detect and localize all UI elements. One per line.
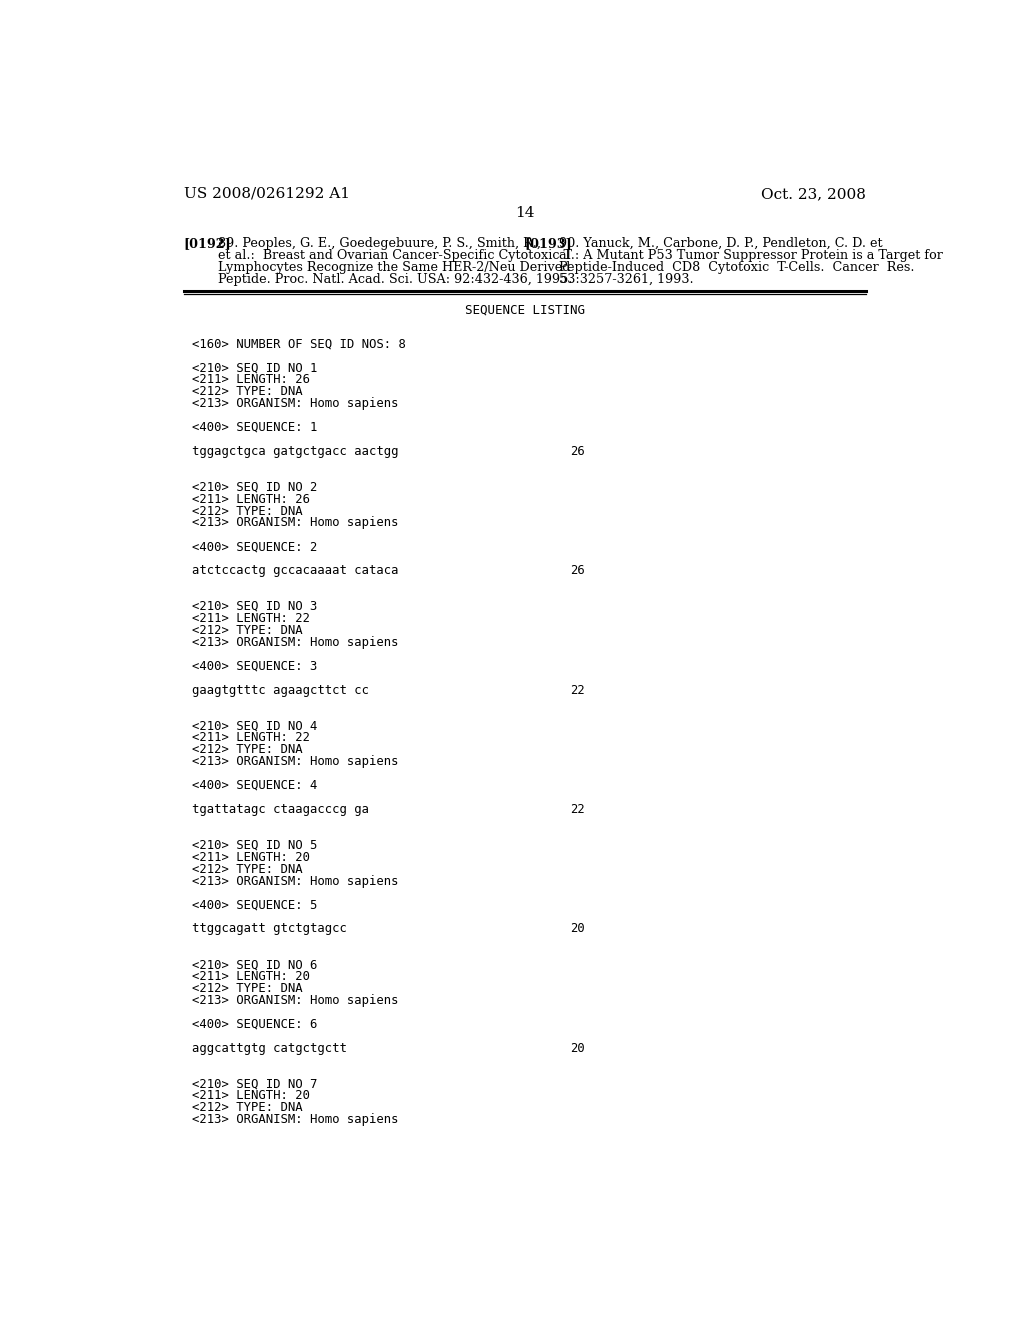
Text: 89. Peoples, G. E., Goedegebuure, P. S., Smith, R.,: 89. Peoples, G. E., Goedegebuure, P. S.,… bbox=[218, 238, 541, 249]
Text: <400> SEQUENCE: 1: <400> SEQUENCE: 1 bbox=[191, 421, 316, 434]
Text: et al.:  Breast and Ovarian Cancer-Specific Cytotoxic T: et al.: Breast and Ovarian Cancer-Specif… bbox=[218, 249, 571, 261]
Text: 20: 20 bbox=[569, 1041, 585, 1055]
Text: <210> SEQ ID NO 2: <210> SEQ ID NO 2 bbox=[191, 480, 316, 494]
Text: atctccactg gccacaaaat cataca: atctccactg gccacaaaat cataca bbox=[191, 564, 398, 577]
Text: <213> ORGANISM: Homo sapiens: <213> ORGANISM: Homo sapiens bbox=[191, 755, 398, 768]
Text: <211> LENGTH: 20: <211> LENGTH: 20 bbox=[191, 1089, 309, 1102]
Text: 90. Yanuck, M., Carbone, D. P., Pendleton, C. D. et: 90. Yanuck, M., Carbone, D. P., Pendleto… bbox=[559, 238, 883, 249]
Text: Peptide. Proc. Natl. Acad. Sci. USA: 92:432-436, 1995.: Peptide. Proc. Natl. Acad. Sci. USA: 92:… bbox=[218, 273, 572, 285]
Text: 22: 22 bbox=[569, 684, 585, 697]
Text: <213> ORGANISM: Homo sapiens: <213> ORGANISM: Homo sapiens bbox=[191, 397, 398, 411]
Text: <211> LENGTH: 22: <211> LENGTH: 22 bbox=[191, 731, 309, 744]
Text: <400> SEQUENCE: 2: <400> SEQUENCE: 2 bbox=[191, 540, 316, 553]
Text: <213> ORGANISM: Homo sapiens: <213> ORGANISM: Homo sapiens bbox=[191, 636, 398, 649]
Text: 22: 22 bbox=[569, 803, 585, 816]
Text: al.: A Mutant P53 Tumor Suppressor Protein is a Target for: al.: A Mutant P53 Tumor Suppressor Prote… bbox=[559, 249, 943, 261]
Text: <212> TYPE: DNA: <212> TYPE: DNA bbox=[191, 982, 302, 995]
Text: <400> SEQUENCE: 5: <400> SEQUENCE: 5 bbox=[191, 899, 316, 911]
Text: <210> SEQ ID NO 5: <210> SEQ ID NO 5 bbox=[191, 838, 316, 851]
Text: <211> LENGTH: 20: <211> LENGTH: 20 bbox=[191, 970, 309, 983]
Text: <210> SEQ ID NO 3: <210> SEQ ID NO 3 bbox=[191, 601, 316, 612]
Text: <211> LENGTH: 26: <211> LENGTH: 26 bbox=[191, 492, 309, 506]
Text: <212> TYPE: DNA: <212> TYPE: DNA bbox=[191, 504, 302, 517]
Text: tgattatagc ctaagacccg ga: tgattatagc ctaagacccg ga bbox=[191, 803, 369, 816]
Text: Oct. 23, 2008: Oct. 23, 2008 bbox=[761, 187, 866, 201]
Text: 26: 26 bbox=[569, 564, 585, 577]
Text: <212> TYPE: DNA: <212> TYPE: DNA bbox=[191, 1101, 302, 1114]
Text: <212> TYPE: DNA: <212> TYPE: DNA bbox=[191, 624, 302, 636]
Text: 14: 14 bbox=[515, 206, 535, 220]
Text: <160> NUMBER OF SEQ ID NOS: 8: <160> NUMBER OF SEQ ID NOS: 8 bbox=[191, 338, 406, 350]
Text: <400> SEQUENCE: 4: <400> SEQUENCE: 4 bbox=[191, 779, 316, 792]
Text: <213> ORGANISM: Homo sapiens: <213> ORGANISM: Homo sapiens bbox=[191, 516, 398, 529]
Text: aggcattgtg catgctgctt: aggcattgtg catgctgctt bbox=[191, 1041, 346, 1055]
Text: gaagtgtttc agaagcttct cc: gaagtgtttc agaagcttct cc bbox=[191, 684, 369, 697]
Text: <213> ORGANISM: Homo sapiens: <213> ORGANISM: Homo sapiens bbox=[191, 1113, 398, 1126]
Text: 53:3257-3261, 1993.: 53:3257-3261, 1993. bbox=[559, 273, 693, 285]
Text: Lymphocytes Recognize the Same HER-2/Neu Derived: Lymphocytes Recognize the Same HER-2/Neu… bbox=[218, 261, 570, 273]
Text: <211> LENGTH: 20: <211> LENGTH: 20 bbox=[191, 850, 309, 863]
Text: 26: 26 bbox=[569, 445, 585, 458]
Text: <213> ORGANISM: Homo sapiens: <213> ORGANISM: Homo sapiens bbox=[191, 875, 398, 887]
Text: [0192]: [0192] bbox=[183, 238, 231, 249]
Text: <400> SEQUENCE: 3: <400> SEQUENCE: 3 bbox=[191, 660, 316, 673]
Text: <400> SEQUENCE: 6: <400> SEQUENCE: 6 bbox=[191, 1018, 316, 1031]
Text: <213> ORGANISM: Homo sapiens: <213> ORGANISM: Homo sapiens bbox=[191, 994, 398, 1007]
Text: <211> LENGTH: 22: <211> LENGTH: 22 bbox=[191, 612, 309, 624]
Text: <210> SEQ ID NO 1: <210> SEQ ID NO 1 bbox=[191, 362, 316, 375]
Text: US 2008/0261292 A1: US 2008/0261292 A1 bbox=[183, 187, 350, 201]
Text: <212> TYPE: DNA: <212> TYPE: DNA bbox=[191, 385, 302, 399]
Text: Peptide-Induced  CD8  Cytotoxic  T-Cells.  Cancer  Res.: Peptide-Induced CD8 Cytotoxic T-Cells. C… bbox=[559, 261, 914, 273]
Text: ttggcagatt gtctgtagcc: ttggcagatt gtctgtagcc bbox=[191, 923, 346, 936]
Text: tggagctgca gatgctgacc aactgg: tggagctgca gatgctgacc aactgg bbox=[191, 445, 398, 458]
Text: <211> LENGTH: 26: <211> LENGTH: 26 bbox=[191, 374, 309, 387]
Text: <210> SEQ ID NO 7: <210> SEQ ID NO 7 bbox=[191, 1077, 316, 1090]
Text: <210> SEQ ID NO 4: <210> SEQ ID NO 4 bbox=[191, 719, 316, 733]
Text: SEQUENCE LISTING: SEQUENCE LISTING bbox=[465, 304, 585, 317]
Text: <210> SEQ ID NO 6: <210> SEQ ID NO 6 bbox=[191, 958, 316, 972]
Text: 20: 20 bbox=[569, 923, 585, 936]
Text: <212> TYPE: DNA: <212> TYPE: DNA bbox=[191, 862, 302, 875]
Text: <212> TYPE: DNA: <212> TYPE: DNA bbox=[191, 743, 302, 756]
Text: [0193]: [0193] bbox=[524, 238, 572, 249]
